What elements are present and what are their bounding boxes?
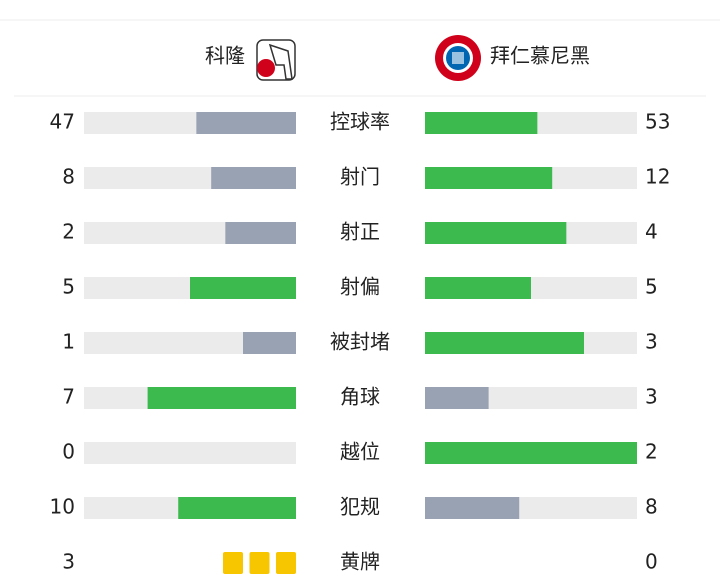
home-bar <box>190 277 296 299</box>
stat-label: 控球率 <box>330 110 390 134</box>
away-bar <box>425 387 489 409</box>
away-bar <box>425 442 637 464</box>
away-value: 8 <box>645 495 658 519</box>
home-value: 8 <box>62 165 75 189</box>
away-value: 3 <box>645 330 658 354</box>
stat-label: 被封堵 <box>330 330 390 354</box>
home-card <box>223 552 243 574</box>
home-value: 0 <box>62 440 75 464</box>
stat-label: 角球 <box>340 385 380 409</box>
away-team-logo <box>435 35 481 81</box>
home-team-logo <box>256 39 296 81</box>
home-bar <box>196 112 296 134</box>
away-team-name: 拜仁慕尼黑 <box>490 44 590 68</box>
stat-label: 黄牌 <box>340 550 380 574</box>
away-value: 12 <box>645 165 670 189</box>
away-value: 2 <box>645 440 658 464</box>
away-value: 4 <box>645 220 658 244</box>
away-value: 53 <box>645 110 670 134</box>
home-value: 7 <box>62 385 75 409</box>
home-bar <box>178 497 296 519</box>
home-card <box>249 552 270 574</box>
home-value: 10 <box>50 495 75 519</box>
home-value: 5 <box>62 275 75 299</box>
home-value: 47 <box>50 110 75 134</box>
home-bar <box>147 387 296 409</box>
away-bar <box>425 277 531 299</box>
stat-label: 越位 <box>340 440 380 464</box>
away-bar <box>425 497 520 519</box>
stat-label: 犯规 <box>340 495 380 519</box>
away-value: 5 <box>645 275 658 299</box>
away-bar <box>425 112 538 134</box>
stat-label: 射正 <box>340 220 380 244</box>
away-value: 3 <box>645 385 658 409</box>
away-bar <box>425 167 553 189</box>
away-bar <box>425 222 567 244</box>
away-bar <box>425 332 584 354</box>
away-value: 0 <box>645 550 658 574</box>
home-bar <box>211 167 296 189</box>
home-value: 2 <box>62 220 75 244</box>
home-value: 1 <box>62 330 75 354</box>
home-team-name: 科隆 <box>205 44 245 68</box>
home-value: 3 <box>62 550 75 574</box>
home-bar <box>225 222 296 244</box>
home-card <box>276 552 296 574</box>
stat-label: 射偏 <box>340 275 380 299</box>
stat-label: 射门 <box>340 165 380 189</box>
home-bar <box>243 332 296 354</box>
home-track <box>84 442 296 464</box>
